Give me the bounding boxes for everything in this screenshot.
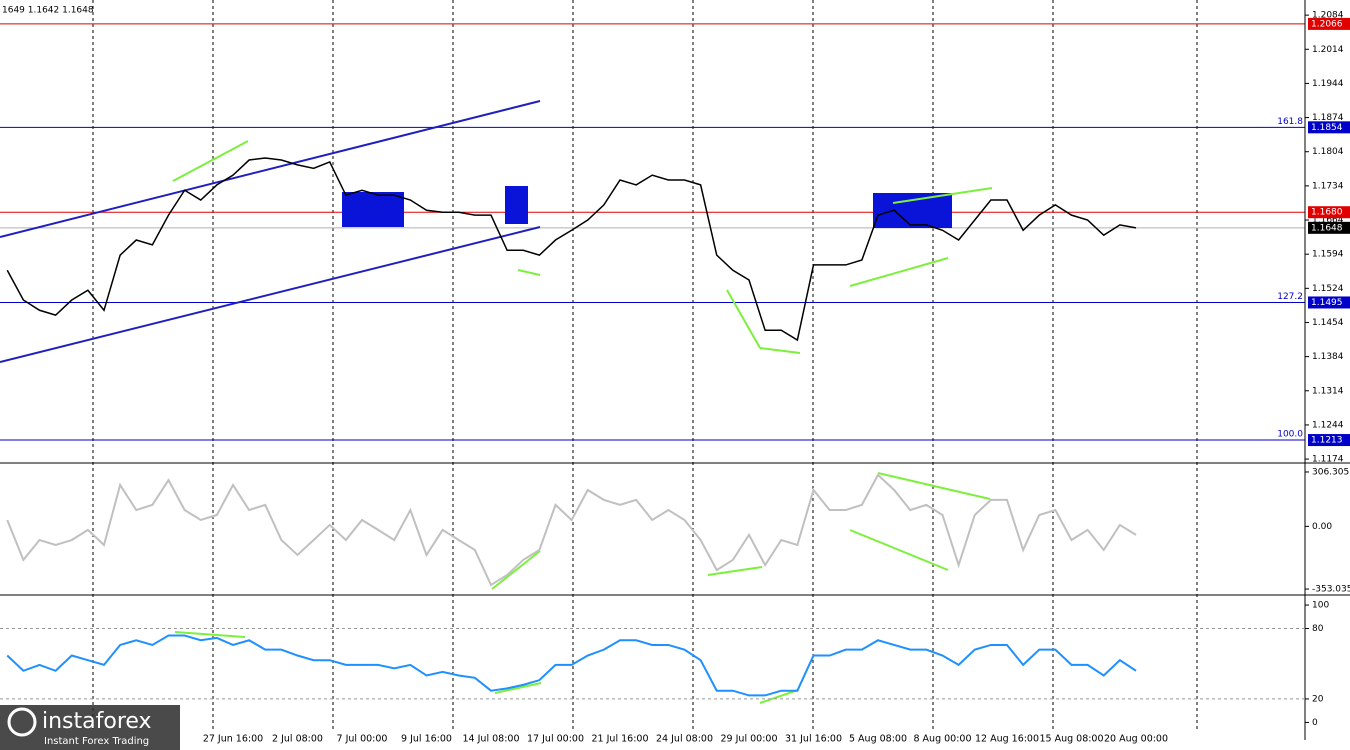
series-line <box>6 473 1137 587</box>
y-tick-label: 0 <box>1312 718 1318 728</box>
x-tick-label: 21 Jul 16:00 <box>592 734 649 745</box>
price-tag-label: 1.1680 <box>1311 208 1343 218</box>
x-tick-label: 14 Jul 08:00 <box>463 734 520 745</box>
series-line <box>6 634 1137 697</box>
zones <box>342 186 952 228</box>
x-tick-label: 2 Jul 08:00 <box>272 734 323 745</box>
y-tick-label: 1.1314 <box>1312 386 1344 396</box>
header: 1649 1.1642 1.1648 <box>2 6 94 16</box>
y-tick-label: 100 <box>1312 601 1329 611</box>
price-tag-label: 1.1495 <box>1311 298 1343 308</box>
y-tick-label: 0.00 <box>1312 522 1332 532</box>
y-tick-label: 1.1734 <box>1312 181 1344 191</box>
fib-label: 161.8 <box>1277 117 1303 127</box>
y-tick-label: 1.1524 <box>1312 284 1344 294</box>
x-tick-label: 20 Aug 00:00 <box>1104 734 1168 745</box>
x-tick-label: 17 Jul 00:00 <box>527 734 584 745</box>
y-tick-label: 1.1454 <box>1312 318 1344 328</box>
price-tag-label: 1.1648 <box>1311 223 1343 233</box>
divergence-lines <box>172 140 993 704</box>
price-tag <box>1308 434 1350 447</box>
price-tag <box>1308 17 1350 30</box>
channel <box>0 100 541 363</box>
price-tag <box>1308 206 1350 219</box>
y-tick-label: 1.1384 <box>1312 352 1344 362</box>
price-tag <box>1308 121 1350 134</box>
price-tag <box>1308 296 1350 309</box>
y-tick-label: 1.2014 <box>1312 45 1344 55</box>
x-tick-label: 29 Jul 00:00 <box>721 734 778 745</box>
x-tick-label: 31 Jul 16:00 <box>785 734 842 745</box>
y-tick-label: 1.1944 <box>1312 79 1344 89</box>
logo: instaforex Instant Forex Trading <box>0 705 180 750</box>
fib-label: 100.0 <box>1277 430 1303 440</box>
series-line <box>6 157 1137 342</box>
x-tick-label: 12 Aug 16:00 <box>975 734 1039 745</box>
y-tick-label: 306.3051 <box>1312 467 1350 477</box>
y-tick-label: 80 <box>1312 624 1324 634</box>
x-tick-label: 5 Aug 08:00 <box>849 734 907 745</box>
x-tick-label: 7 Jul 00:00 <box>337 734 388 745</box>
y-tick-label: 1.1804 <box>1312 147 1344 157</box>
logo-tagline: Instant Forex Trading <box>44 736 149 747</box>
y-tick-label: 1.2084 <box>1312 11 1344 21</box>
price-tag <box>1308 221 1350 234</box>
y-tick-label: 1.1174 <box>1312 455 1344 465</box>
x-tick-label: 24 Jul 08:00 <box>656 734 713 745</box>
price-tag-label: 1.1854 <box>1311 123 1343 133</box>
y-tick-label: -353.0356 <box>1312 585 1350 595</box>
x-tick-label: 8 Aug 00:00 <box>913 734 971 745</box>
y-tick-label: 1.1874 <box>1312 113 1344 123</box>
price-tag-label: 1.2066 <box>1311 19 1343 29</box>
y-tick-label: 1.1664 <box>1312 216 1344 226</box>
y-tick-label: 20 <box>1312 694 1324 704</box>
logo-name: instaforex <box>42 709 152 734</box>
x-tick-label: 15 Aug 08:00 <box>1039 734 1103 745</box>
fib-label: 127.2 <box>1277 292 1303 302</box>
x-tick-label: 27 Jun 16:00 <box>203 734 263 745</box>
y-tick-label: 1.1244 <box>1312 420 1344 430</box>
time-grid <box>92 0 1198 730</box>
x-tick-label: 9 Jul 16:00 <box>401 734 452 745</box>
price-tag-label: 1.1213 <box>1311 436 1343 446</box>
y-tick-label: 1.1594 <box>1312 250 1344 260</box>
